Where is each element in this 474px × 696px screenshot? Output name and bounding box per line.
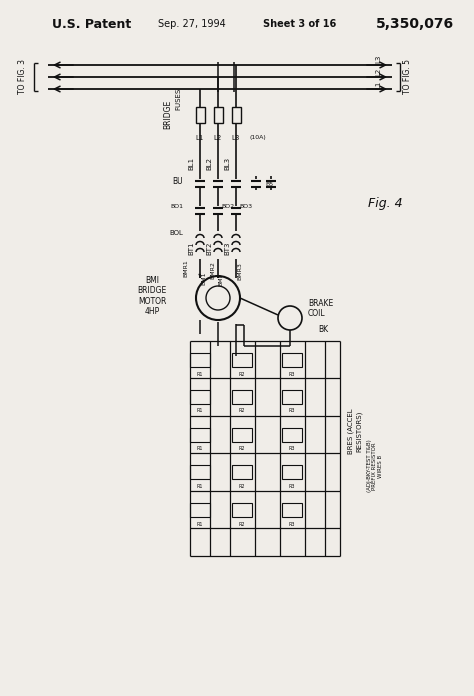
Bar	[282, 353, 302, 367]
Text: L2: L2	[214, 135, 222, 141]
Bar	[190, 465, 210, 479]
Text: Fig. 4: Fig. 4	[368, 198, 402, 210]
Text: BK: BK	[318, 326, 328, 335]
Text: BO3: BO3	[239, 205, 252, 209]
Text: R3: R3	[289, 521, 295, 526]
Text: R2: R2	[239, 484, 245, 489]
Bar	[214, 107, 223, 123]
Text: BMI: BMI	[219, 274, 224, 286]
Text: R3: R3	[289, 484, 295, 489]
Text: BL1: BL1	[188, 157, 194, 170]
Text: BMR3: BMR3	[237, 262, 243, 280]
Text: R3: R3	[289, 409, 295, 413]
Text: B5: B5	[265, 182, 273, 187]
Text: BL2: BL2	[206, 157, 212, 170]
Bar	[190, 390, 210, 404]
Text: R1: R1	[197, 372, 203, 377]
Text: 5,350,076: 5,350,076	[376, 17, 454, 31]
Text: BT1: BT1	[188, 242, 194, 255]
Text: BMR1: BMR1	[183, 259, 189, 277]
Text: U.S. Patent: U.S. Patent	[52, 17, 131, 31]
Text: FUSES: FUSES	[175, 88, 181, 110]
Bar	[190, 503, 210, 517]
Bar	[232, 465, 252, 479]
Text: BU: BU	[173, 177, 183, 187]
Text: BO2: BO2	[221, 205, 234, 209]
Text: R2: R2	[239, 447, 245, 452]
Text: Sheet 3 of 16: Sheet 3 of 16	[264, 19, 337, 29]
Text: BM1: BM1	[201, 271, 207, 285]
Bar	[232, 353, 252, 367]
Text: R3: R3	[289, 372, 295, 377]
Text: R2: R2	[239, 409, 245, 413]
Text: R1: R1	[197, 484, 203, 489]
Text: R3: R3	[289, 447, 295, 452]
Bar	[232, 503, 252, 517]
Bar	[190, 353, 210, 367]
Text: R2: R2	[239, 372, 245, 377]
Bar	[232, 107, 241, 123]
Text: L3: L3	[232, 135, 240, 141]
Bar	[190, 428, 210, 442]
Text: BMI
BRIDGE
MOTOR
4HP: BMI BRIDGE MOTOR 4HP	[137, 276, 167, 316]
Text: BRIDGE: BRIDGE	[164, 100, 173, 129]
Text: BRES (ACCEL
RESISTORS): BRES (ACCEL RESISTORS)	[348, 408, 362, 454]
Bar	[232, 390, 252, 404]
Text: L3: L3	[375, 55, 381, 63]
Text: BO1: BO1	[170, 205, 183, 209]
Text: Sep. 27, 1994: Sep. 27, 1994	[158, 19, 226, 29]
Text: BOL: BOL	[169, 230, 183, 236]
Text: R1: R1	[197, 521, 203, 526]
Text: BT2: BT2	[206, 242, 212, 255]
Bar	[282, 390, 302, 404]
Text: (ADJ-BKY-TEST T&B)
PREFIX RESISTOR
WIRES B: (ADJ-BKY-TEST T&B) PREFIX RESISTOR WIRES…	[367, 440, 383, 492]
Bar	[232, 428, 252, 442]
Bar	[282, 428, 302, 442]
Text: R2: R2	[239, 521, 245, 526]
Text: BT3: BT3	[224, 242, 230, 255]
Text: BRAKE: BRAKE	[308, 299, 333, 308]
Text: L1: L1	[375, 81, 381, 89]
Text: BMR2: BMR2	[210, 261, 216, 279]
Text: TO FIG. 5: TO FIG. 5	[403, 59, 412, 95]
Bar	[196, 107, 205, 123]
Text: R1: R1	[197, 447, 203, 452]
Text: L2: L2	[375, 68, 381, 76]
Text: (10A): (10A)	[250, 136, 267, 141]
Text: R1: R1	[197, 409, 203, 413]
Bar	[282, 503, 302, 517]
Text: TO FIG. 3: TO FIG. 3	[18, 59, 27, 95]
Text: BL3: BL3	[224, 157, 230, 170]
Text: COIL: COIL	[308, 308, 326, 317]
Bar	[282, 465, 302, 479]
Text: L1: L1	[196, 135, 204, 141]
